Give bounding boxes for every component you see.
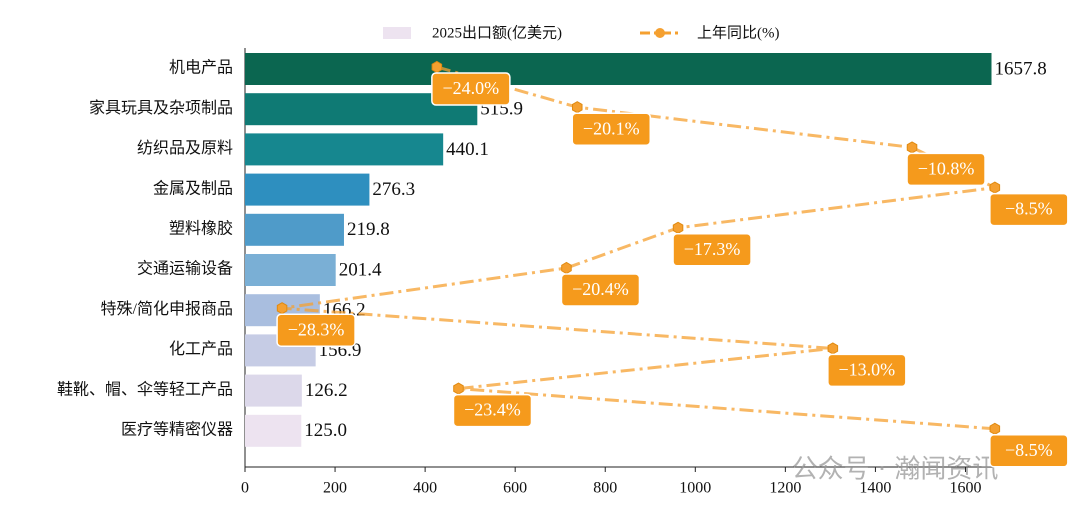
bar — [245, 254, 336, 286]
bar — [245, 414, 302, 447]
y-tick-label: 金属及制品 — [153, 179, 233, 197]
y-tick-label: 塑料橡胶 — [169, 219, 233, 237]
bar-value-label: 440.1 — [446, 139, 489, 160]
line-value-label: −23.4% — [464, 400, 521, 420]
line-marker — [571, 101, 583, 114]
x-tick-label: 800 — [593, 480, 617, 497]
line-marker — [453, 382, 464, 395]
line-marker — [431, 60, 443, 74]
legend-label: 2025出口额(亿美元) — [432, 24, 562, 41]
line-label-box — [827, 353, 907, 388]
line-value-label: −13.0% — [839, 360, 896, 380]
bar — [245, 374, 302, 407]
line-marker — [672, 221, 684, 234]
x-tick-label: 400 — [413, 480, 437, 497]
line-label-box — [571, 112, 652, 146]
line-marker — [827, 342, 839, 355]
x-tick-label: 1600 — [949, 480, 981, 497]
y-tick-label: 特殊/简化申报商品 — [101, 300, 233, 318]
bar-value-label: 276.3 — [372, 179, 415, 200]
line-marker — [561, 261, 572, 275]
x-tick-label: 1000 — [679, 480, 711, 497]
line-label-box — [560, 273, 641, 307]
line-value-label: −8.5% — [1005, 440, 1053, 460]
line-value-label: −17.3% — [684, 239, 741, 259]
x-tick-label: 600 — [503, 480, 527, 497]
bar-value-label: 219.8 — [347, 219, 390, 240]
bar — [245, 133, 444, 166]
bar — [245, 213, 344, 246]
bar-value-label: 1657.8 — [995, 58, 1047, 79]
legend-swatch — [383, 27, 411, 39]
bar — [245, 53, 992, 85]
line-value-label: −28.3% — [288, 319, 345, 339]
bar-value-label: 201.4 — [339, 259, 382, 280]
y-tick-label: 鞋靴、帽、伞等轻工产品 — [57, 380, 233, 398]
line-label-box — [276, 313, 356, 347]
line-marker — [989, 181, 1001, 194]
bar-value-label: 126.2 — [305, 380, 348, 401]
y-tick-label: 家具玩具及杂项制品 — [89, 99, 233, 117]
line-value-label: −10.8% — [918, 159, 975, 179]
line-label-box — [672, 233, 752, 267]
y-tick-label: 化工产品 — [169, 340, 233, 358]
line-label-box — [989, 192, 1069, 227]
bar — [245, 173, 370, 206]
y-tick-label: 医疗等精密仪器 — [121, 420, 233, 438]
line-value-label: −20.4% — [572, 279, 629, 299]
y-tick-label: 机电产品 — [169, 59, 233, 77]
y-tick-label: 交通运输设备 — [137, 260, 233, 278]
line-value-label: −8.5% — [1005, 199, 1053, 219]
x-tick-label: 200 — [323, 480, 347, 497]
x-tick-label: 1400 — [859, 480, 891, 497]
bar-value-label: 125.0 — [304, 420, 347, 441]
legend-marker — [655, 28, 665, 38]
line-label-box — [431, 72, 511, 106]
line-label-box — [906, 152, 986, 187]
line-value-label: −20.1% — [583, 118, 640, 138]
y-tick-label: 纺织品及原料 — [137, 139, 233, 157]
legend-label: 上年同比(%) — [697, 24, 780, 41]
line-value-label: −24.0% — [443, 78, 500, 98]
line-marker — [276, 302, 288, 315]
line-marker — [906, 141, 918, 154]
line — [281, 65, 1001, 431]
x-tick-label: 1200 — [769, 480, 801, 497]
line-marker — [989, 422, 1001, 435]
line-label-box — [452, 393, 533, 428]
watermark: 公众号 · 瀚闻资讯 — [792, 455, 999, 485]
line-label-box — [989, 434, 1069, 468]
x-tick-label: 0 — [241, 480, 249, 497]
